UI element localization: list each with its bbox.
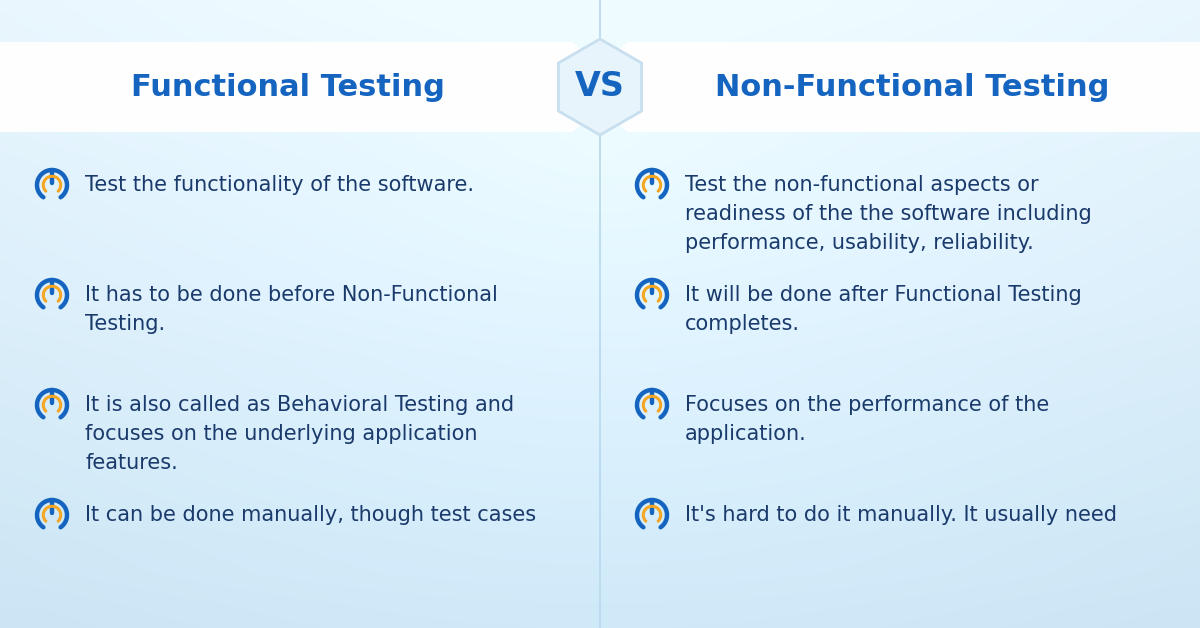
Polygon shape xyxy=(0,42,628,132)
Text: It is also called as Behavioral Testing and
focuses on the underlying applicatio: It is also called as Behavioral Testing … xyxy=(85,395,514,473)
Text: Test the functionality of the software.: Test the functionality of the software. xyxy=(85,175,474,195)
Text: It has to be done before Non-Functional
Testing.: It has to be done before Non-Functional … xyxy=(85,285,498,334)
Text: It will be done after Functional Testing
completes.: It will be done after Functional Testing… xyxy=(685,285,1081,334)
Text: Focuses on the performance of the
application.: Focuses on the performance of the applic… xyxy=(685,395,1049,444)
Polygon shape xyxy=(558,39,642,135)
Text: Non-Functional Testing: Non-Functional Testing xyxy=(715,72,1109,102)
Text: Test the non-functional aspects or
readiness of the the software including
perfo: Test the non-functional aspects or readi… xyxy=(685,175,1092,252)
Polygon shape xyxy=(572,42,1200,132)
Text: It's hard to do it manually. It usually need: It's hard to do it manually. It usually … xyxy=(685,505,1117,525)
Text: Functional Testing: Functional Testing xyxy=(131,72,445,102)
Text: VS: VS xyxy=(575,70,625,104)
Text: It can be done manually, though test cases: It can be done manually, though test cas… xyxy=(85,505,536,525)
